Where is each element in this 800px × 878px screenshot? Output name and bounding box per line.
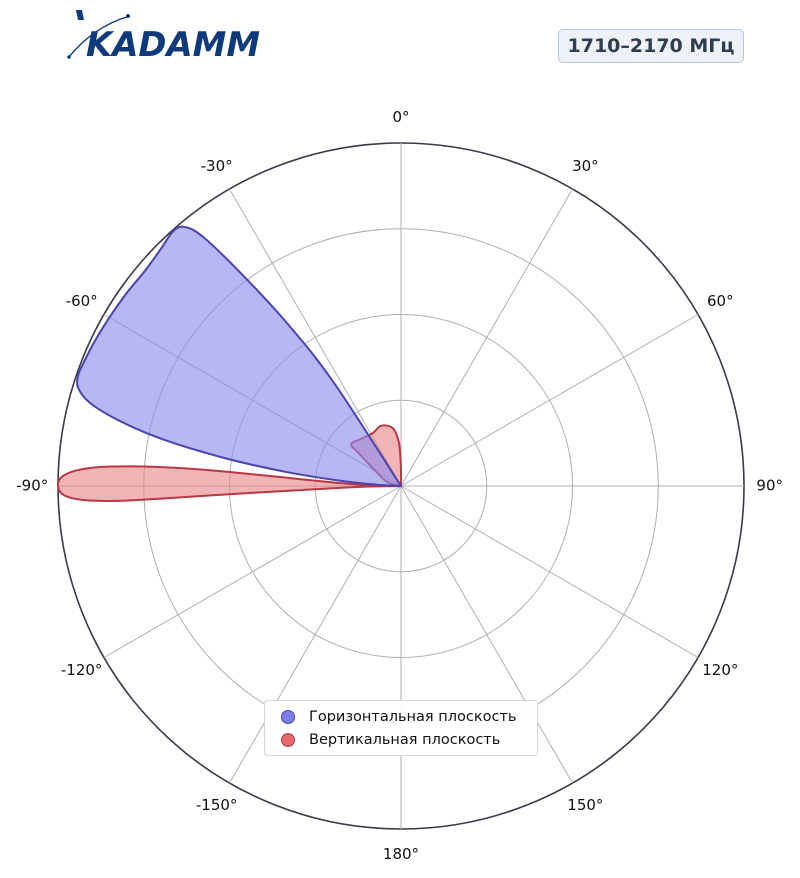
legend-item-vertical: Вертикальная плоскость [281,728,537,751]
angle-tick-label: 90° [756,477,783,495]
angle-spoke [400,188,573,487]
angle-tick-label: 180° [383,845,419,863]
angle-tick-label: -60° [66,292,98,310]
angle-tick-label: -90° [16,477,48,495]
frequency-badge: 1710–2170 МГц [558,29,744,63]
series-horizontal-lobe [75,225,402,487]
angle-tick-label: -120° [61,661,103,679]
legend-marker-horizontal-icon [281,709,295,724]
angle-labels: 0° 30° 60° 90° 120° 150° 180° -150° -120° -90° -60… [16,108,783,863]
angle-tick-label: 120° [702,661,738,679]
legend-marker-vertical-icon [281,732,295,747]
legend: Горизонтальная плоскость Вертикальная пл… [264,700,538,756]
angle-spoke [400,314,699,487]
logo-text: KADAMM [86,25,260,62]
kadamm-logo: KADAMM [67,10,260,62]
legend-label-vertical: Вертикальная плоскость [309,731,501,748]
angle-spoke [400,485,573,784]
angle-tick-label: -30° [201,157,233,175]
series-layer [56,225,403,502]
angle-tick-label: -150° [196,796,238,814]
angle-tick-label: 30° [572,157,599,175]
angle-spoke [229,485,402,784]
legend-label-horizontal: Горизонтальная плоскость [309,708,517,725]
angle-tick-label: 0° [392,108,409,126]
angle-tick-label: 150° [567,796,603,814]
angle-spoke [103,485,402,658]
angle-tick-label: 60° [707,292,734,310]
series-vertical-main-lobe [56,465,402,502]
legend-item-horizontal: Горизонтальная плоскость [281,705,537,728]
logo-swoosh-icon [67,10,131,59]
angle-spoke [400,485,699,658]
